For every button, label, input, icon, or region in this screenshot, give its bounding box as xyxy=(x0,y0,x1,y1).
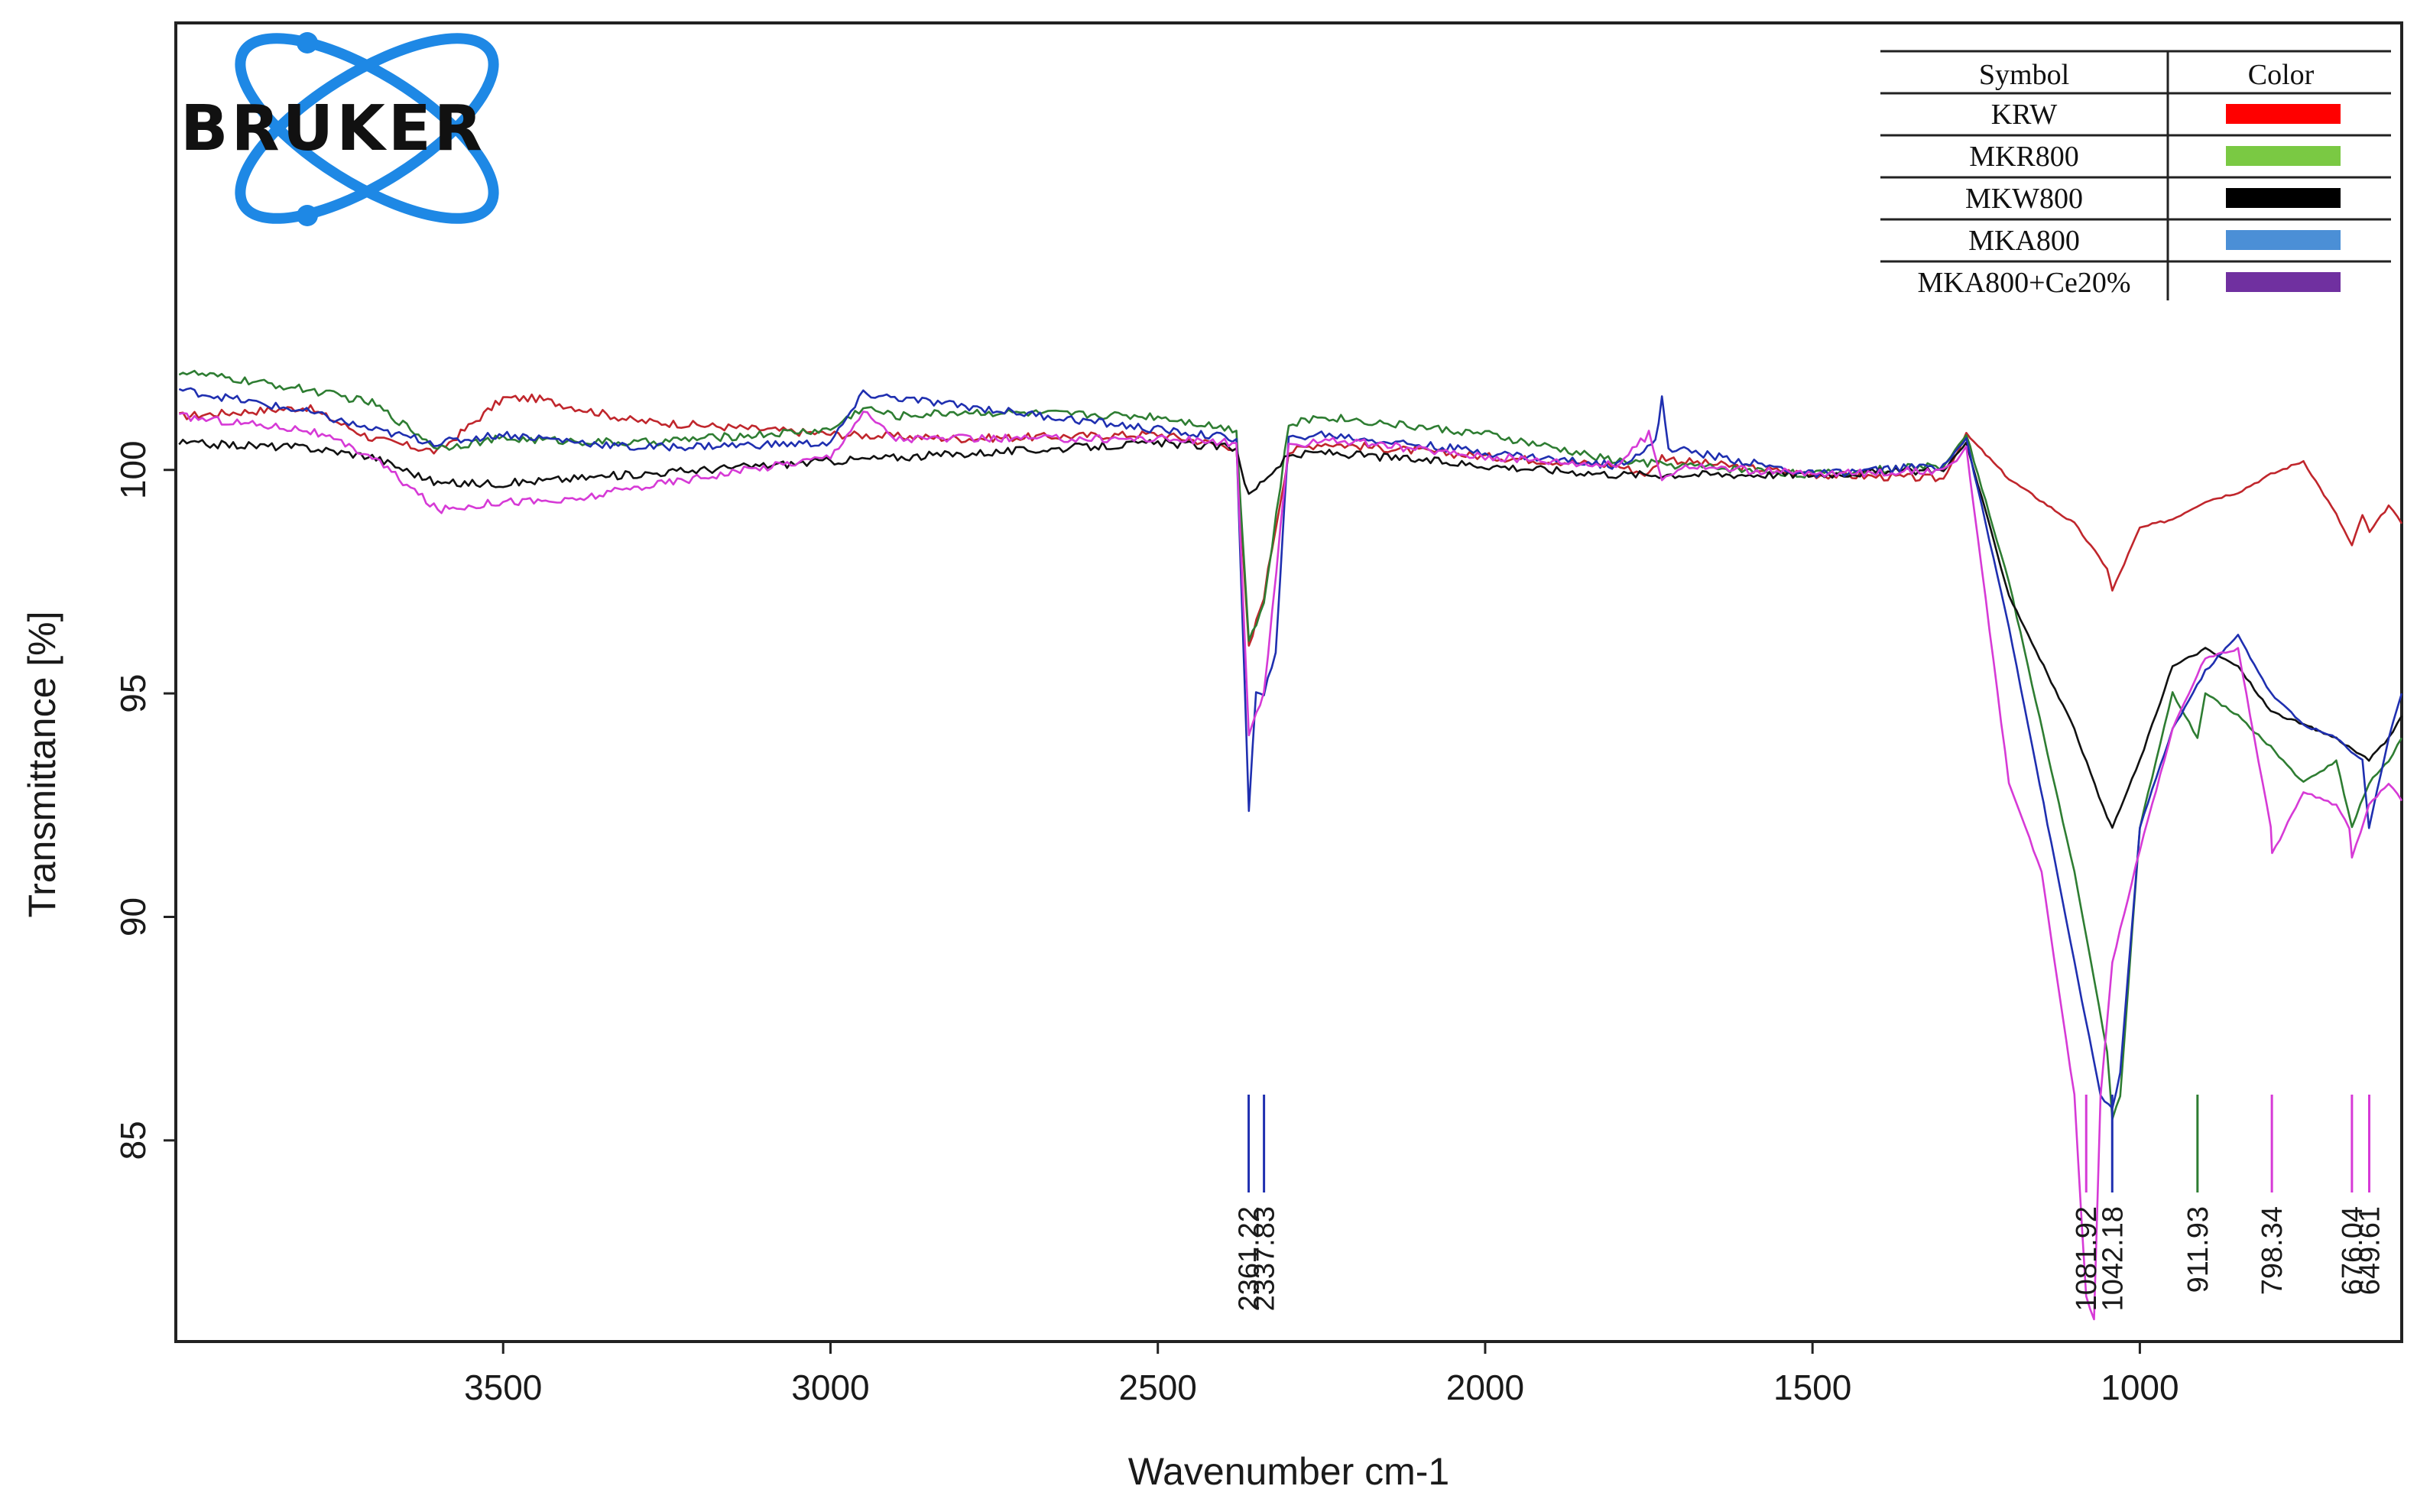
peak-label: 911.93 xyxy=(2182,1206,2214,1293)
legend-swatch xyxy=(2226,188,2341,208)
series-line-2 xyxy=(178,369,2403,1121)
peak-label: 1042.18 xyxy=(2097,1206,2129,1311)
series-layer xyxy=(178,369,2403,1321)
logo-wordmark: BRUKER xyxy=(180,92,485,165)
axes: 3500 3000 2500 2000 1500 1000 100 95 90 85 xyxy=(113,440,2179,1407)
series-line-4 xyxy=(178,387,2403,1110)
plot-frame xyxy=(174,21,2403,1343)
legend-swatch xyxy=(2226,272,2341,292)
legend-header-symbol: Symbol xyxy=(1979,59,2069,91)
legend-rows: KRW MKR800 MKW800 MKA800 MKA800+Ce20% xyxy=(1880,99,2391,299)
peak-label: 2337.83 xyxy=(1249,1206,1281,1311)
peak-label: 2361.22 xyxy=(1234,1206,1266,1311)
legend-header-color: Color xyxy=(2248,59,2315,91)
series-line-3 xyxy=(178,438,2403,829)
series-line-1 xyxy=(179,393,2403,647)
x-tick-label: 3500 xyxy=(464,1368,542,1407)
legend-label: MKR800 xyxy=(1969,141,2079,173)
peak-label: 1081.92 xyxy=(2071,1206,2103,1311)
x-axis-title: Wavenumber cm-1 xyxy=(1128,1450,1449,1493)
legend-label: MKA800 xyxy=(1968,225,2080,257)
y-axis-title: Transmittance [%] xyxy=(21,611,63,917)
y-tick-label: 95 xyxy=(113,674,153,713)
legend-swatch xyxy=(2226,146,2341,166)
logo-orbit-a xyxy=(235,33,499,224)
logo-dot-top xyxy=(297,32,318,54)
legend: Symbol Color KRW MKR800 MKW800 MKA800 MKA800… xyxy=(1880,50,2391,300)
logo-orbit-b xyxy=(235,33,499,224)
legend-label: KRW xyxy=(1991,99,2058,131)
legend-swatch xyxy=(2226,230,2341,250)
x-tick-label: 2000 xyxy=(1446,1368,1524,1407)
y-tick-label: 100 xyxy=(113,440,153,499)
peak-label: 798.34 xyxy=(2256,1206,2289,1295)
x-tick-label: 3000 xyxy=(791,1368,869,1407)
x-tick-label: 2500 xyxy=(1119,1368,1197,1407)
y-tick-label: 85 xyxy=(113,1121,153,1160)
x-tick-label: 1500 xyxy=(1773,1368,1851,1407)
series-line-5 xyxy=(179,410,2403,1321)
legend-label: MKA800+Ce20% xyxy=(1918,267,2131,299)
bruker-logo: BRUKER xyxy=(180,32,499,226)
peak-label: 649.61 xyxy=(2354,1206,2386,1295)
legend-label: MKW800 xyxy=(1965,183,2083,215)
logo-dot-bottom xyxy=(297,205,318,226)
x-tick-label: 1000 xyxy=(2101,1368,2179,1407)
y-tick-label: 90 xyxy=(113,897,153,936)
legend-swatch xyxy=(2226,104,2341,124)
peak-label: 676.04 xyxy=(2337,1206,2369,1295)
